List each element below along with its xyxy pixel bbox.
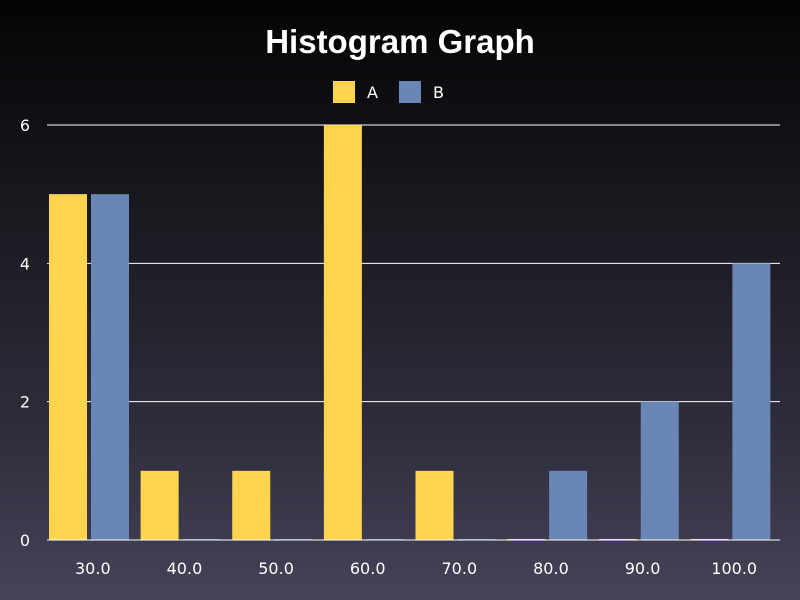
x-tick-label: 60.0 [350, 559, 386, 578]
x-axis: 30.0 40.0 50.0 60.0 70.0 80.0 90.0 100.0 [47, 539, 780, 578]
bar-a-40.0[interactable] [140, 470, 179, 540]
x-tick-label: 40.0 [167, 559, 203, 578]
gridlines [47, 124, 780, 403]
legend-swatch-a [333, 81, 355, 103]
bar-a-30.0[interactable] [49, 194, 87, 540]
legend-swatch-b [399, 81, 421, 103]
y-axis: 0 2 4 6 [20, 116, 30, 550]
y-tick-label: 2 [20, 393, 30, 412]
bar-a-70.0[interactable] [415, 470, 454, 540]
bar-a-50.0[interactable] [232, 470, 271, 540]
bar-b-30.0[interactable] [91, 194, 129, 540]
x-tick-label: 80.0 [533, 559, 569, 578]
bar-a-60.0[interactable] [323, 125, 362, 540]
bar-b-80.0[interactable] [549, 470, 588, 540]
x-tick-label: 100.0 [711, 559, 757, 578]
y-tick-label: 4 [20, 254, 30, 273]
legend: A B [333, 81, 444, 103]
chart-title: Histogram Graph [265, 23, 535, 60]
y-tick-label: 6 [20, 116, 30, 135]
legend-label-a: A [367, 83, 378, 102]
x-tick-label: 70.0 [442, 559, 478, 578]
x-tick-label: 30.0 [75, 559, 111, 578]
x-tick-label: 50.0 [258, 559, 294, 578]
bar-b-100.0[interactable] [732, 263, 771, 540]
legend-item-b[interactable]: B [399, 81, 444, 103]
legend-item-a[interactable]: A [333, 81, 378, 103]
bars [49, 125, 771, 540]
x-tick-label: 90.0 [625, 559, 661, 578]
bar-b-90.0[interactable] [640, 401, 679, 540]
legend-label-b: B [433, 83, 444, 102]
y-tick-label: 0 [20, 531, 30, 550]
